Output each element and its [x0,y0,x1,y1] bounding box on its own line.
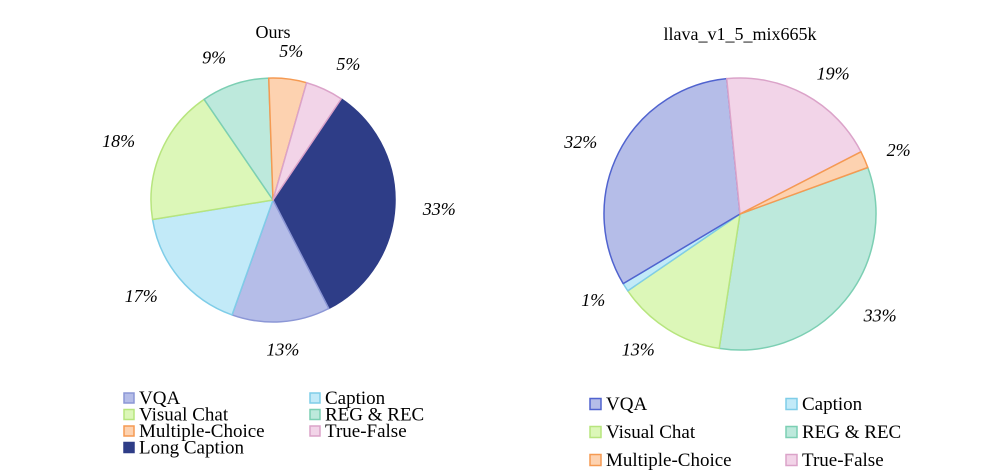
slice-percent-label-caption: 1% [581,290,605,310]
legend-swatch-visual-chat [123,408,135,421]
legend-swatch-visual-chat [589,425,602,439]
slice-percent-label-long-caption: 33% [422,199,456,219]
pie-chart-1: Ours 33% 13% 17% 18% 9% 5% 5% VQA Caption Visual C… [102,22,456,459]
pie-slice-visual-chat [150,98,274,221]
legend-swatch-multiple-choice [589,453,602,467]
chart-title: Ours [256,22,291,42]
legend-label-visual-chat: Visual Chat [606,422,696,443]
legend-swatch-multiple-choice [123,425,135,437]
legend-label-long-caption: Long Caption [139,438,245,459]
legend-label-vqa: VQA [606,394,647,415]
legend-swatch-vqa [123,392,135,404]
slice-percent-label-visual-chat: 18% [102,131,135,151]
legend-swatch-true-false [785,453,798,467]
legend-label-caption: Caption [325,388,386,409]
slice-percent-label-true-false: 19% [817,64,850,84]
legend-label-reg-rec: REG & REC [325,405,424,426]
slice-percent-label-caption: 17% [125,286,158,306]
legend-label-multiple-choice: Multiple-Choice [139,421,265,442]
pie-slice-visual-chat [627,213,741,350]
legend-swatch-true-false [309,425,321,437]
slice-percent-label-reg-rec: 33% [863,306,897,326]
chart-legend: VQA Caption Visual Chat REG & REC Multiple-C… [123,388,424,459]
slice-percent-label-visual-chat: 13% [622,339,655,359]
slice-percent-label-vqa: 32% [563,132,597,152]
legend-swatch-vqa [589,397,602,411]
pie-slice-vqa [231,199,330,323]
legend-label-multiple-choice: Multiple-Choice [606,450,732,471]
pie-slice-true-false [725,77,862,215]
pie-chart-2: llava_v1_5_mix665k 33% 13% 1% 32% 19% 2% VQA Cap… [563,24,910,471]
legend-label-true-false: True-False [325,421,407,442]
legend-label-vqa: VQA [139,388,180,409]
pie-slice-multiple-choice [739,151,869,215]
slice-percent-label-multiple-choice: 2% [887,140,911,160]
pie-slice-long-caption [272,98,396,310]
legend-swatch-caption [785,397,798,411]
legend-label-true-false: True-False [802,450,884,471]
legend-label-visual-chat: Visual Chat [139,405,229,426]
legend-swatch-reg-rec [309,408,321,421]
chart-title: llava_v1_5_mix665k [664,24,817,44]
pie-slice-caption [151,199,274,316]
legend-swatch-reg-rec [785,425,798,439]
legend-label-caption: Caption [802,394,863,415]
pie-slice-vqa [603,77,741,285]
slice-percent-label-vqa: 13% [266,340,299,360]
slice-percent-label-multiple-choice: 5% [279,41,303,61]
chart-legend: VQA Caption Visual Chat REG & REC Multiple-C… [589,394,901,471]
legend-label-reg-rec: REG & REC [802,422,901,443]
slice-percent-label-reg-rec: 9% [202,48,226,68]
legend-swatch-long-caption [123,441,135,454]
pie-slice-reg-rec [718,166,877,351]
legend-swatch-caption [309,392,321,404]
pie-slice-true-false [272,81,342,201]
slice-percent-label-true-false: 5% [336,54,360,74]
